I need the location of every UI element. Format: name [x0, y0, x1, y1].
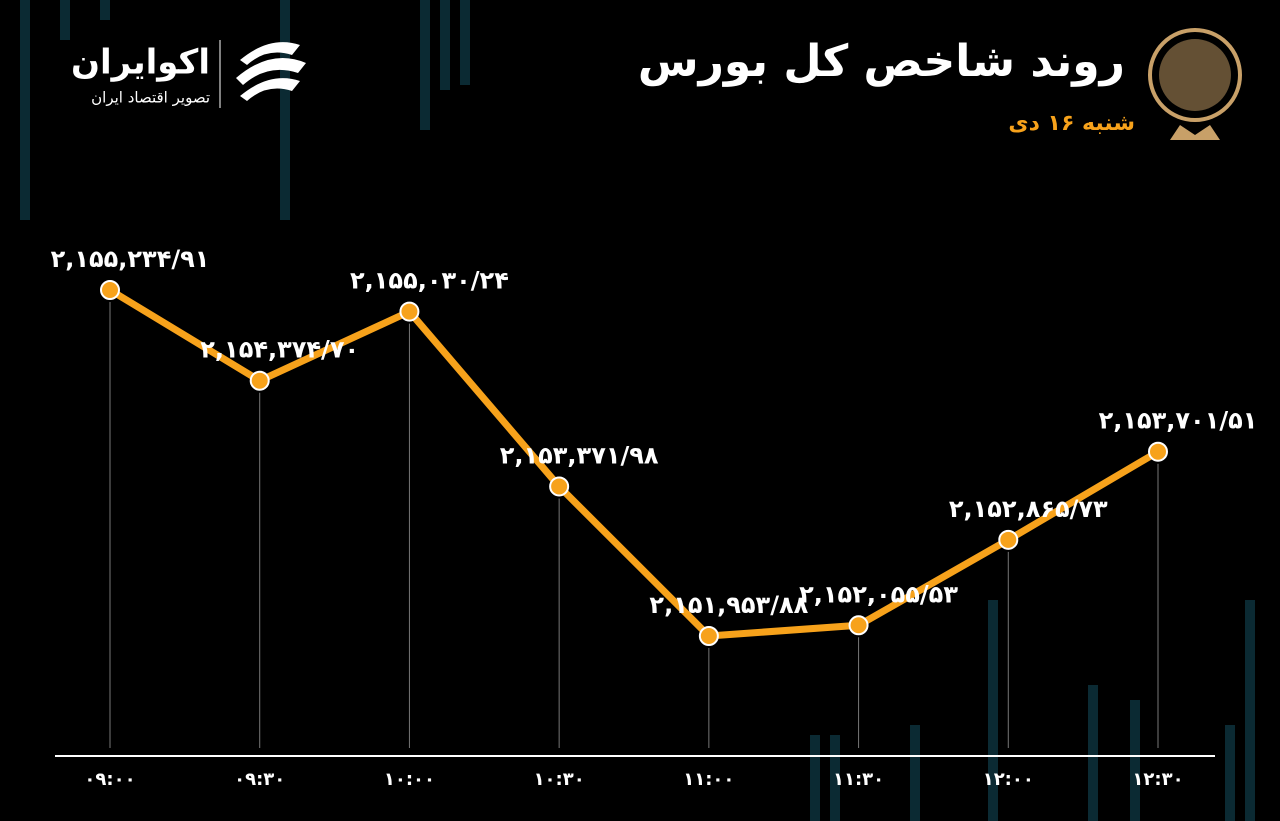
brand-logo	[236, 42, 306, 101]
data-point	[399, 301, 420, 322]
series-line	[108, 287, 1160, 640]
brand-tagline: تصویر اقتصاد ایران	[91, 89, 210, 107]
x-tick-label: ۱۰:۰۰	[384, 769, 435, 790]
chart-title: روند شاخص کل بورس	[638, 36, 1125, 87]
data-point	[998, 529, 1019, 550]
value-label: ۲,۱۵۴,۳۷۴/۷۰	[200, 336, 359, 364]
data-point	[249, 370, 270, 391]
x-tick-label: ۱۲:۰۰	[983, 769, 1034, 790]
value-label: ۲,۱۵۱,۹۵۳/۸۸	[649, 591, 808, 619]
data-point	[698, 626, 719, 646]
data-point	[848, 615, 869, 636]
value-label: ۲,۱۵۳,۳۷۱/۹۸	[500, 441, 659, 469]
x-tick-label: ۱۱:۳۰	[833, 769, 884, 790]
value-label: ۲,۱۵۲,۸۶۵/۷۳	[949, 495, 1108, 523]
decor-bars	[20, 0, 1255, 821]
chart-subtitle: شنبه ۱۶ دی	[1008, 111, 1135, 136]
emblem	[1148, 28, 1242, 140]
data-point	[1148, 441, 1168, 462]
data-point	[549, 476, 570, 497]
x-tick-label: ۱۲:۳۰	[1132, 769, 1183, 790]
value-label: ۲,۱۵۲,۰۵۵/۵۳	[799, 580, 958, 608]
brand-name: اکوایران	[71, 43, 210, 83]
x-tick-label: ۰۹:۳۰	[234, 769, 285, 790]
value-label: ۲,۱۵۵,۲۳۴/۹۱	[51, 245, 210, 273]
x-tick-label: ۱۱:۰۰	[683, 769, 734, 790]
value-label: ۲,۱۵۳,۷۰۱/۵۱	[1099, 407, 1258, 435]
value-label: ۲,۱۵۵,۰۳۰/۲۴	[350, 267, 509, 295]
x-tick-label: ۱۰:۳۰	[534, 769, 585, 790]
data-point	[100, 280, 120, 300]
x-tick-label: ۰۹:۰۰	[84, 769, 135, 790]
